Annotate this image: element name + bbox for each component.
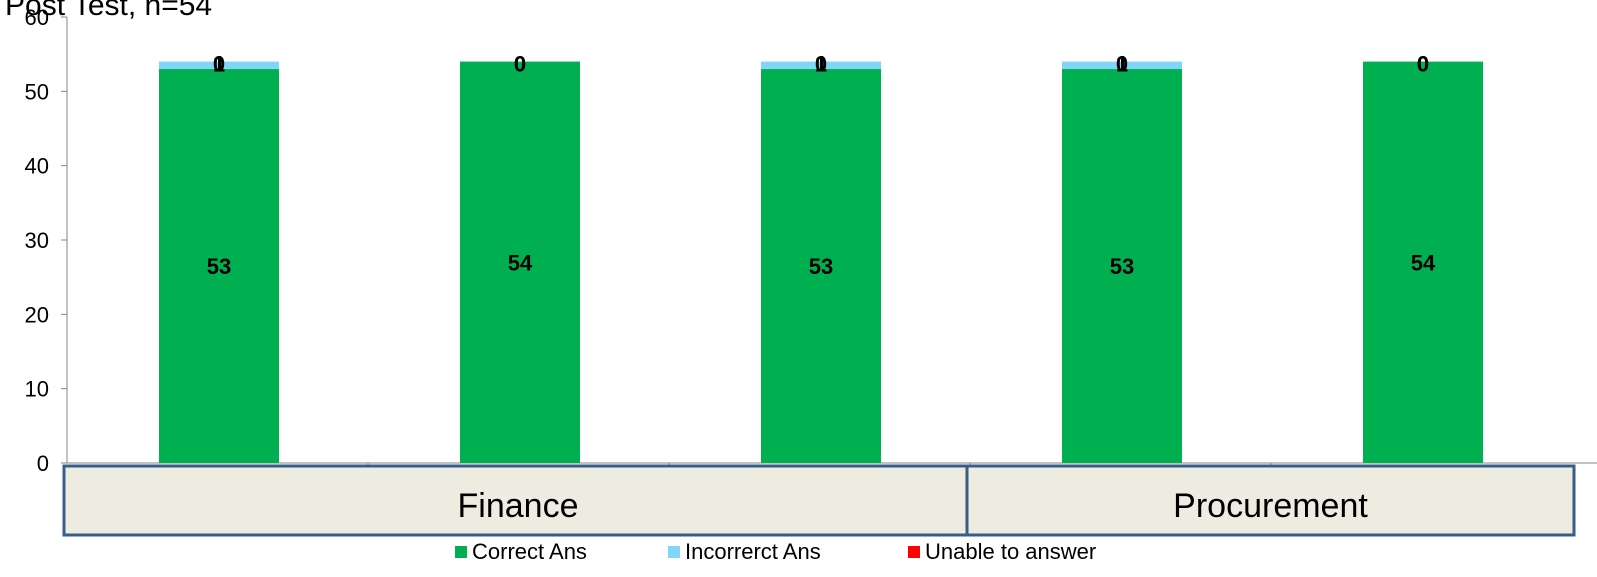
legend-label: Incorrerct Ans xyxy=(685,539,821,564)
data-label: 0 xyxy=(1417,52,1429,77)
bar-segment xyxy=(761,69,881,464)
data-label: 0 xyxy=(213,52,225,77)
data-label: 1 xyxy=(815,52,827,77)
data-label: 0 xyxy=(1417,52,1429,77)
bar-segment xyxy=(159,69,279,464)
data-label: 1 xyxy=(1116,52,1128,77)
bar-segment xyxy=(1062,69,1182,464)
bar-segment xyxy=(460,61,580,463)
y-tick-label: 20 xyxy=(25,302,49,327)
data-label: 53 xyxy=(1110,254,1134,279)
data-label: 53 xyxy=(809,254,833,279)
y-tick-label: 40 xyxy=(25,154,49,179)
data-label: 0 xyxy=(514,52,526,77)
legend-swatch xyxy=(668,546,680,558)
data-label: 0 xyxy=(815,52,827,77)
data-label: 0 xyxy=(514,52,526,77)
data-label: 54 xyxy=(508,250,533,275)
y-tick-label: 60 xyxy=(25,5,49,30)
bar-segment xyxy=(159,61,279,70)
category-group-label: Procurement xyxy=(1173,487,1368,525)
y-tick-label: 30 xyxy=(25,228,49,253)
chart-title: Post Test, n=54 xyxy=(5,0,212,22)
bar-segment xyxy=(761,61,881,70)
y-tick-label: 0 xyxy=(37,451,49,476)
legend-label: Correct Ans xyxy=(472,539,587,564)
data-label: 53 xyxy=(207,254,231,279)
y-tick-label: 10 xyxy=(25,377,49,402)
y-tick-label: 50 xyxy=(25,79,49,104)
legend-swatch xyxy=(908,546,920,558)
bar-segment xyxy=(1062,61,1182,70)
category-group-label: Finance xyxy=(458,487,579,525)
category-group-box xyxy=(62,464,974,537)
legend-label: Unable to answer xyxy=(925,539,1096,564)
category-group-box xyxy=(965,464,1576,537)
bar-segment xyxy=(1363,61,1483,463)
data-label: 0 xyxy=(1116,52,1128,77)
data-label: 54 xyxy=(1411,250,1436,275)
legend-swatch xyxy=(455,546,467,558)
data-label: 1 xyxy=(213,52,225,77)
